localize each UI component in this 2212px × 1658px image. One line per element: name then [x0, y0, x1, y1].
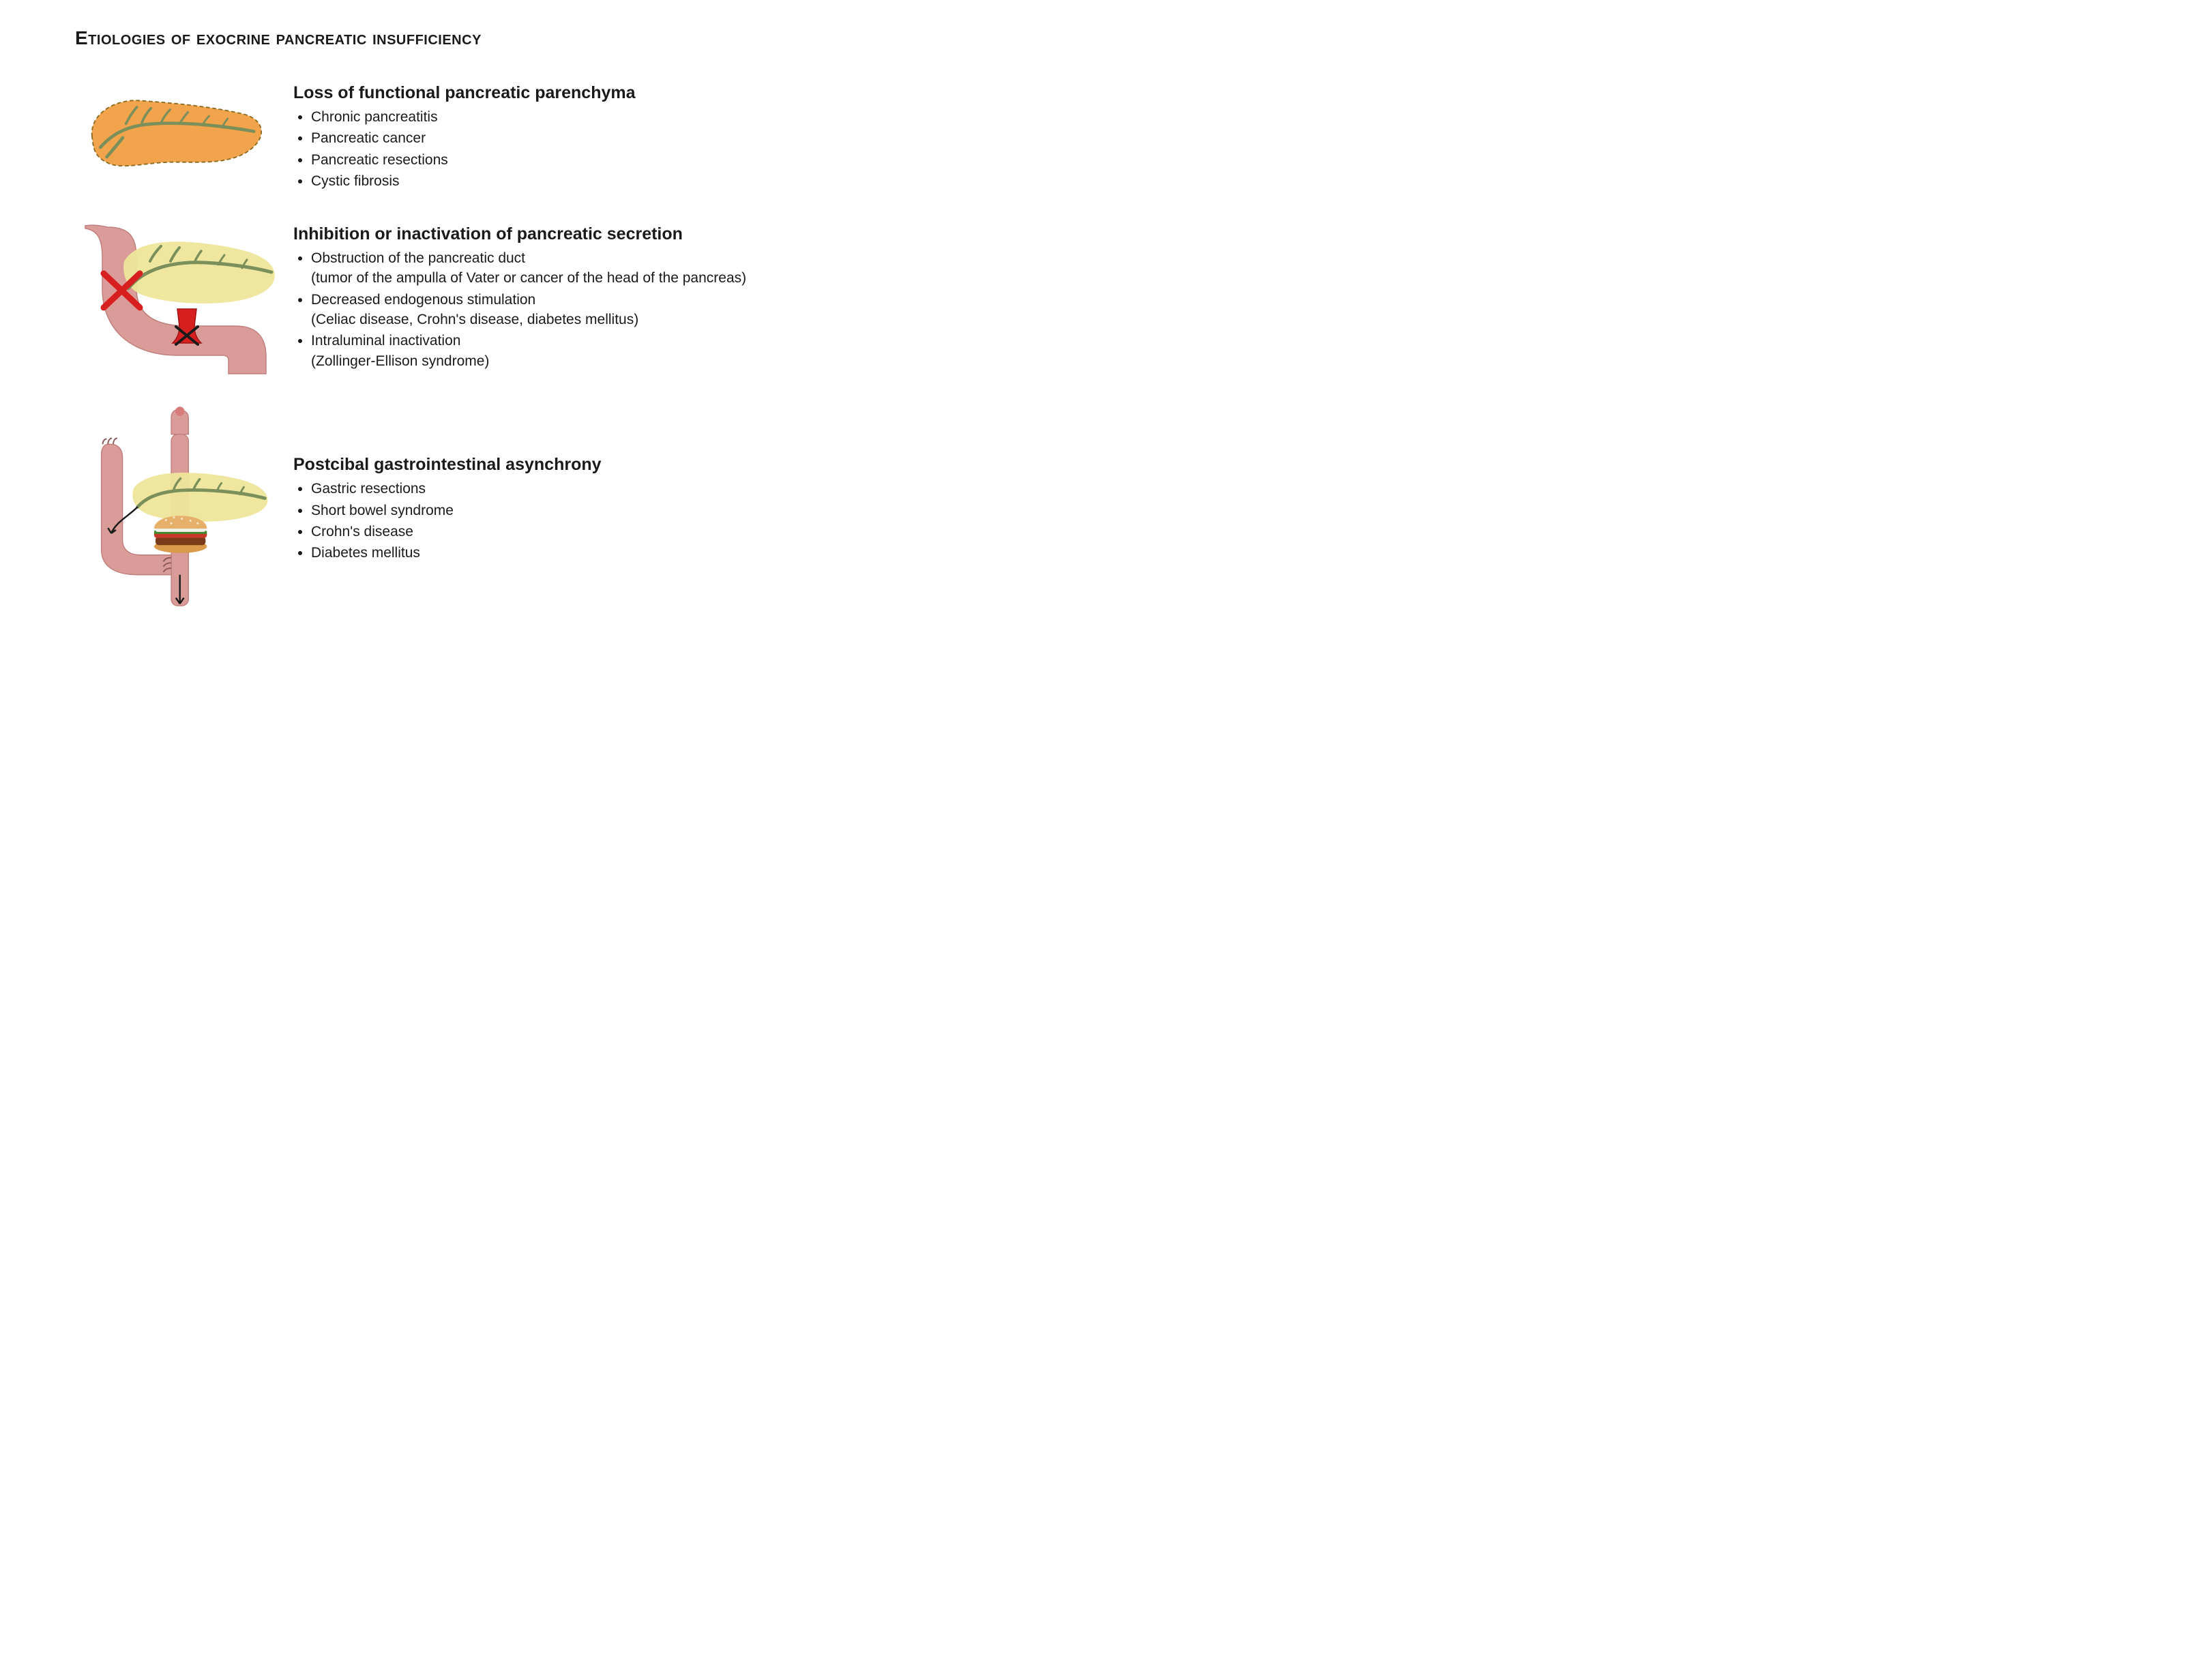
list-item: Decreased endogenous stimulation (Celiac… [311, 290, 832, 330]
list-item: Short bowel syndrome [311, 501, 832, 520]
bullet-list: Chronic pancreatitis Pancreatic cancer P… [293, 107, 832, 192]
page-title: Etiologies of exocrine pancreatic insuff… [75, 27, 832, 49]
list-item: Cystic fibrosis [311, 171, 832, 191]
section-title: Loss of functional pancreatic parenchyma [293, 83, 832, 103]
list-item: Gastric resections [311, 479, 832, 499]
illustration-gi-asynchrony [75, 404, 286, 616]
list-item: Intraluminal inactivation (Zollinger-Ell… [311, 331, 832, 371]
list-item: Obstruction of the pancreatic duct (tumo… [311, 248, 832, 288]
infographic-page: Etiologies of exocrine pancreatic insuff… [0, 0, 873, 657]
bullet-list: Gastric resections Short bowel syndrome … [293, 479, 832, 563]
list-item: Chronic pancreatitis [311, 107, 832, 127]
section-asynchrony: Postcibal gastrointestinal asynchrony Ga… [75, 404, 832, 616]
list-item: Diabetes mellitus [311, 543, 832, 563]
section-loss: Loss of functional pancreatic parenchyma… [75, 83, 832, 193]
red-tumor-icon [173, 309, 201, 344]
stoma-icon [175, 406, 185, 416]
section-asynchrony-text: Postcibal gastrointestinal asynchrony Ga… [286, 455, 832, 565]
section-inhibition: Inhibition or inactivation of pancreatic… [75, 220, 832, 377]
bullet-list: Obstruction of the pancreatic duct (tumo… [293, 248, 832, 371]
list-item: Crohn's disease [311, 522, 832, 542]
illustration-duodenum-obstruction [75, 220, 286, 377]
list-item: Pancreatic resections [311, 150, 832, 170]
cut-end-icon [103, 438, 117, 444]
list-item: Pancreatic cancer [311, 128, 832, 148]
section-title: Inhibition or inactivation of pancreatic… [293, 224, 832, 244]
section-loss-text: Loss of functional pancreatic parenchyma… [286, 83, 832, 193]
section-title: Postcibal gastrointestinal asynchrony [293, 455, 832, 475]
section-inhibition-text: Inhibition or inactivation of pancreatic… [286, 224, 832, 372]
illustration-pancreas-orange [75, 87, 286, 189]
hamburger-icon [154, 516, 207, 553]
